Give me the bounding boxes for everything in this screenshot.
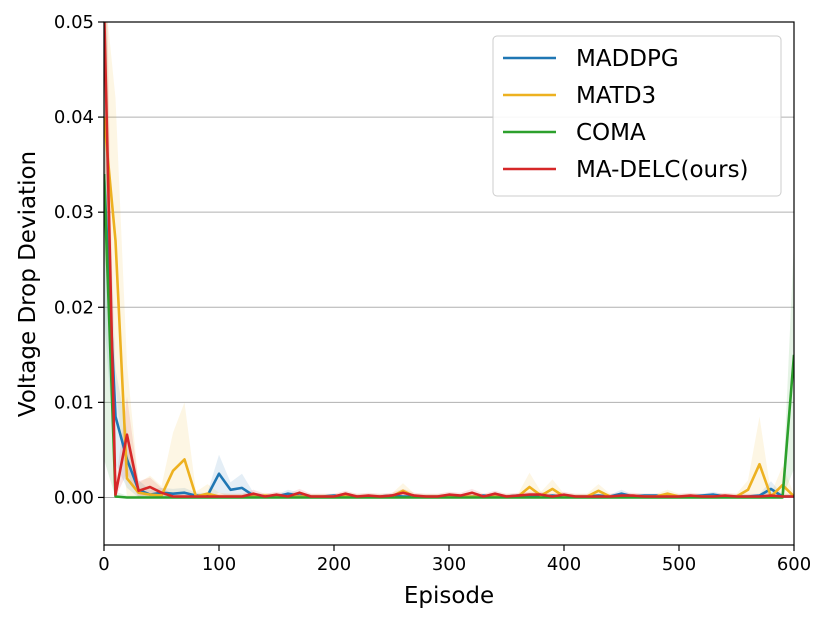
x-axis-ticks: 0 100 200 300 400 500 600: [98, 545, 811, 575]
x-tick-label-4: 400: [547, 554, 581, 575]
y-axis-title: Voltage Drop Deviation: [15, 151, 41, 417]
y-tick-label-2: 0.02: [54, 297, 94, 318]
x-tick-label-2: 200: [317, 554, 351, 575]
legend-box: [492, 35, 782, 197]
x-axis-title: Episode: [404, 583, 494, 609]
legend-label-3: MA-DELC(ours): [576, 157, 749, 183]
legend-label-0: MADDPG: [576, 46, 679, 72]
confidence-bands: [104, 22, 794, 498]
band-series-1: [104, 22, 794, 498]
x-tick-label-6: 600: [777, 554, 811, 575]
x-tick-label-5: 500: [662, 554, 696, 575]
y-tick-label-5: 0.05: [54, 12, 94, 33]
legend-label-1: MATD3: [576, 83, 656, 109]
series-lines: [104, 22, 794, 499]
legend-label-2: COMA: [576, 120, 646, 146]
x-tick-label-1: 100: [202, 554, 236, 575]
y-axis-ticks: 0.00 0.01 0.02 0.03 0.04 0.05: [54, 12, 104, 508]
legend: MADDPG MATD3 COMA MA-DELC(ours): [492, 35, 782, 197]
y-tick-label-0: 0.00: [54, 487, 94, 508]
y-tick-label-3: 0.03: [54, 202, 94, 223]
y-tick-label-1: 0.01: [54, 392, 94, 413]
x-tick-label-0: 0: [98, 554, 109, 575]
line-series-3: [104, 22, 794, 498]
y-tick-label-4: 0.04: [54, 107, 94, 128]
x-tick-label-3: 300: [432, 554, 466, 575]
